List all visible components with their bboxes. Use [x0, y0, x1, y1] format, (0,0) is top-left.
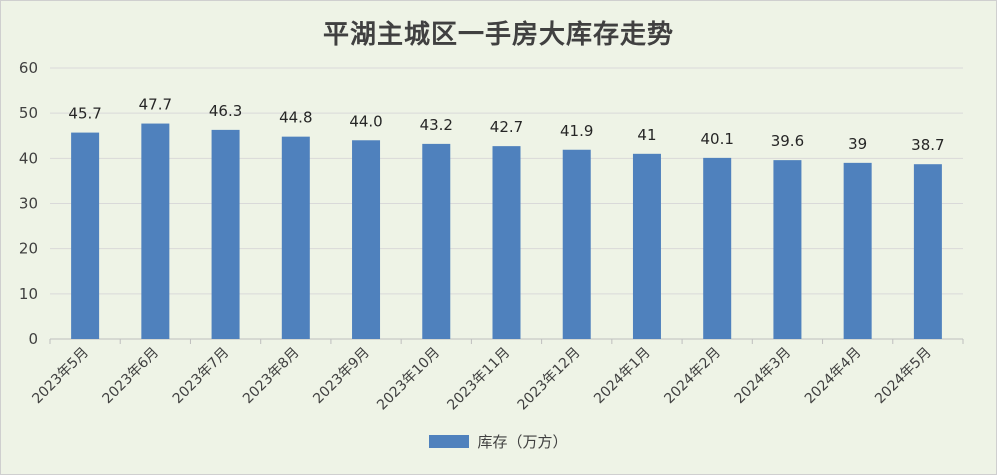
data-label: 45.7 — [68, 105, 101, 123]
bar — [141, 123, 170, 340]
x-tick-label: 2023年10月 — [374, 345, 443, 414]
data-label: 40.1 — [700, 130, 733, 148]
data-label: 47.7 — [139, 96, 172, 114]
x-tick-label: 2024年2月 — [661, 345, 724, 408]
bar — [773, 160, 802, 339]
data-label: 41.9 — [560, 122, 593, 140]
data-label: 44.0 — [349, 112, 382, 130]
x-tick-label: 2023年5月 — [29, 345, 92, 408]
chart-title: 平湖主城区一手房大库存走势 — [322, 20, 674, 50]
bar — [913, 164, 942, 339]
y-tick-label: 30 — [19, 195, 38, 213]
bar — [632, 153, 661, 339]
bar — [352, 140, 381, 339]
data-label: 46.3 — [209, 102, 242, 120]
data-label: 42.7 — [490, 118, 523, 136]
data-label: 38.7 — [911, 136, 944, 154]
x-tick-label: 2023年11月 — [444, 345, 513, 414]
data-label: 44.8 — [279, 109, 312, 127]
bar — [703, 157, 732, 339]
legend-label: 库存（万方） — [477, 433, 568, 451]
y-tick-label: 0 — [28, 330, 38, 348]
x-tick-label: 2023年12月 — [515, 345, 584, 414]
bar — [492, 146, 521, 339]
x-tick-label: 2023年9月 — [310, 345, 373, 408]
x-tick-label: 2023年8月 — [240, 345, 303, 408]
x-tick-label: 2024年4月 — [802, 345, 865, 408]
x-tick-label: 2024年5月 — [872, 345, 935, 408]
bar — [843, 162, 872, 339]
x-tick-label: 2024年1月 — [591, 345, 654, 408]
legend: 库存（万方） — [0, 431, 997, 452]
x-tick-label: 2023年6月 — [100, 345, 163, 408]
y-tick-label: 10 — [19, 285, 38, 303]
y-tick-label: 40 — [19, 149, 38, 167]
y-tick-label: 60 — [19, 59, 38, 77]
x-tick-label: 2023年7月 — [170, 345, 233, 408]
data-label: 43.2 — [420, 116, 453, 134]
bar — [281, 136, 310, 339]
data-label: 39.6 — [771, 132, 804, 150]
bar — [422, 143, 451, 339]
y-tick-label: 20 — [19, 240, 38, 258]
legend-swatch — [429, 435, 470, 448]
bar — [211, 129, 240, 339]
bar — [562, 149, 591, 339]
data-label: 41 — [637, 126, 656, 144]
bar — [71, 132, 100, 339]
x-tick-label: 2024年3月 — [732, 345, 795, 408]
y-tick-label: 50 — [19, 104, 38, 122]
data-label: 39 — [848, 135, 867, 153]
